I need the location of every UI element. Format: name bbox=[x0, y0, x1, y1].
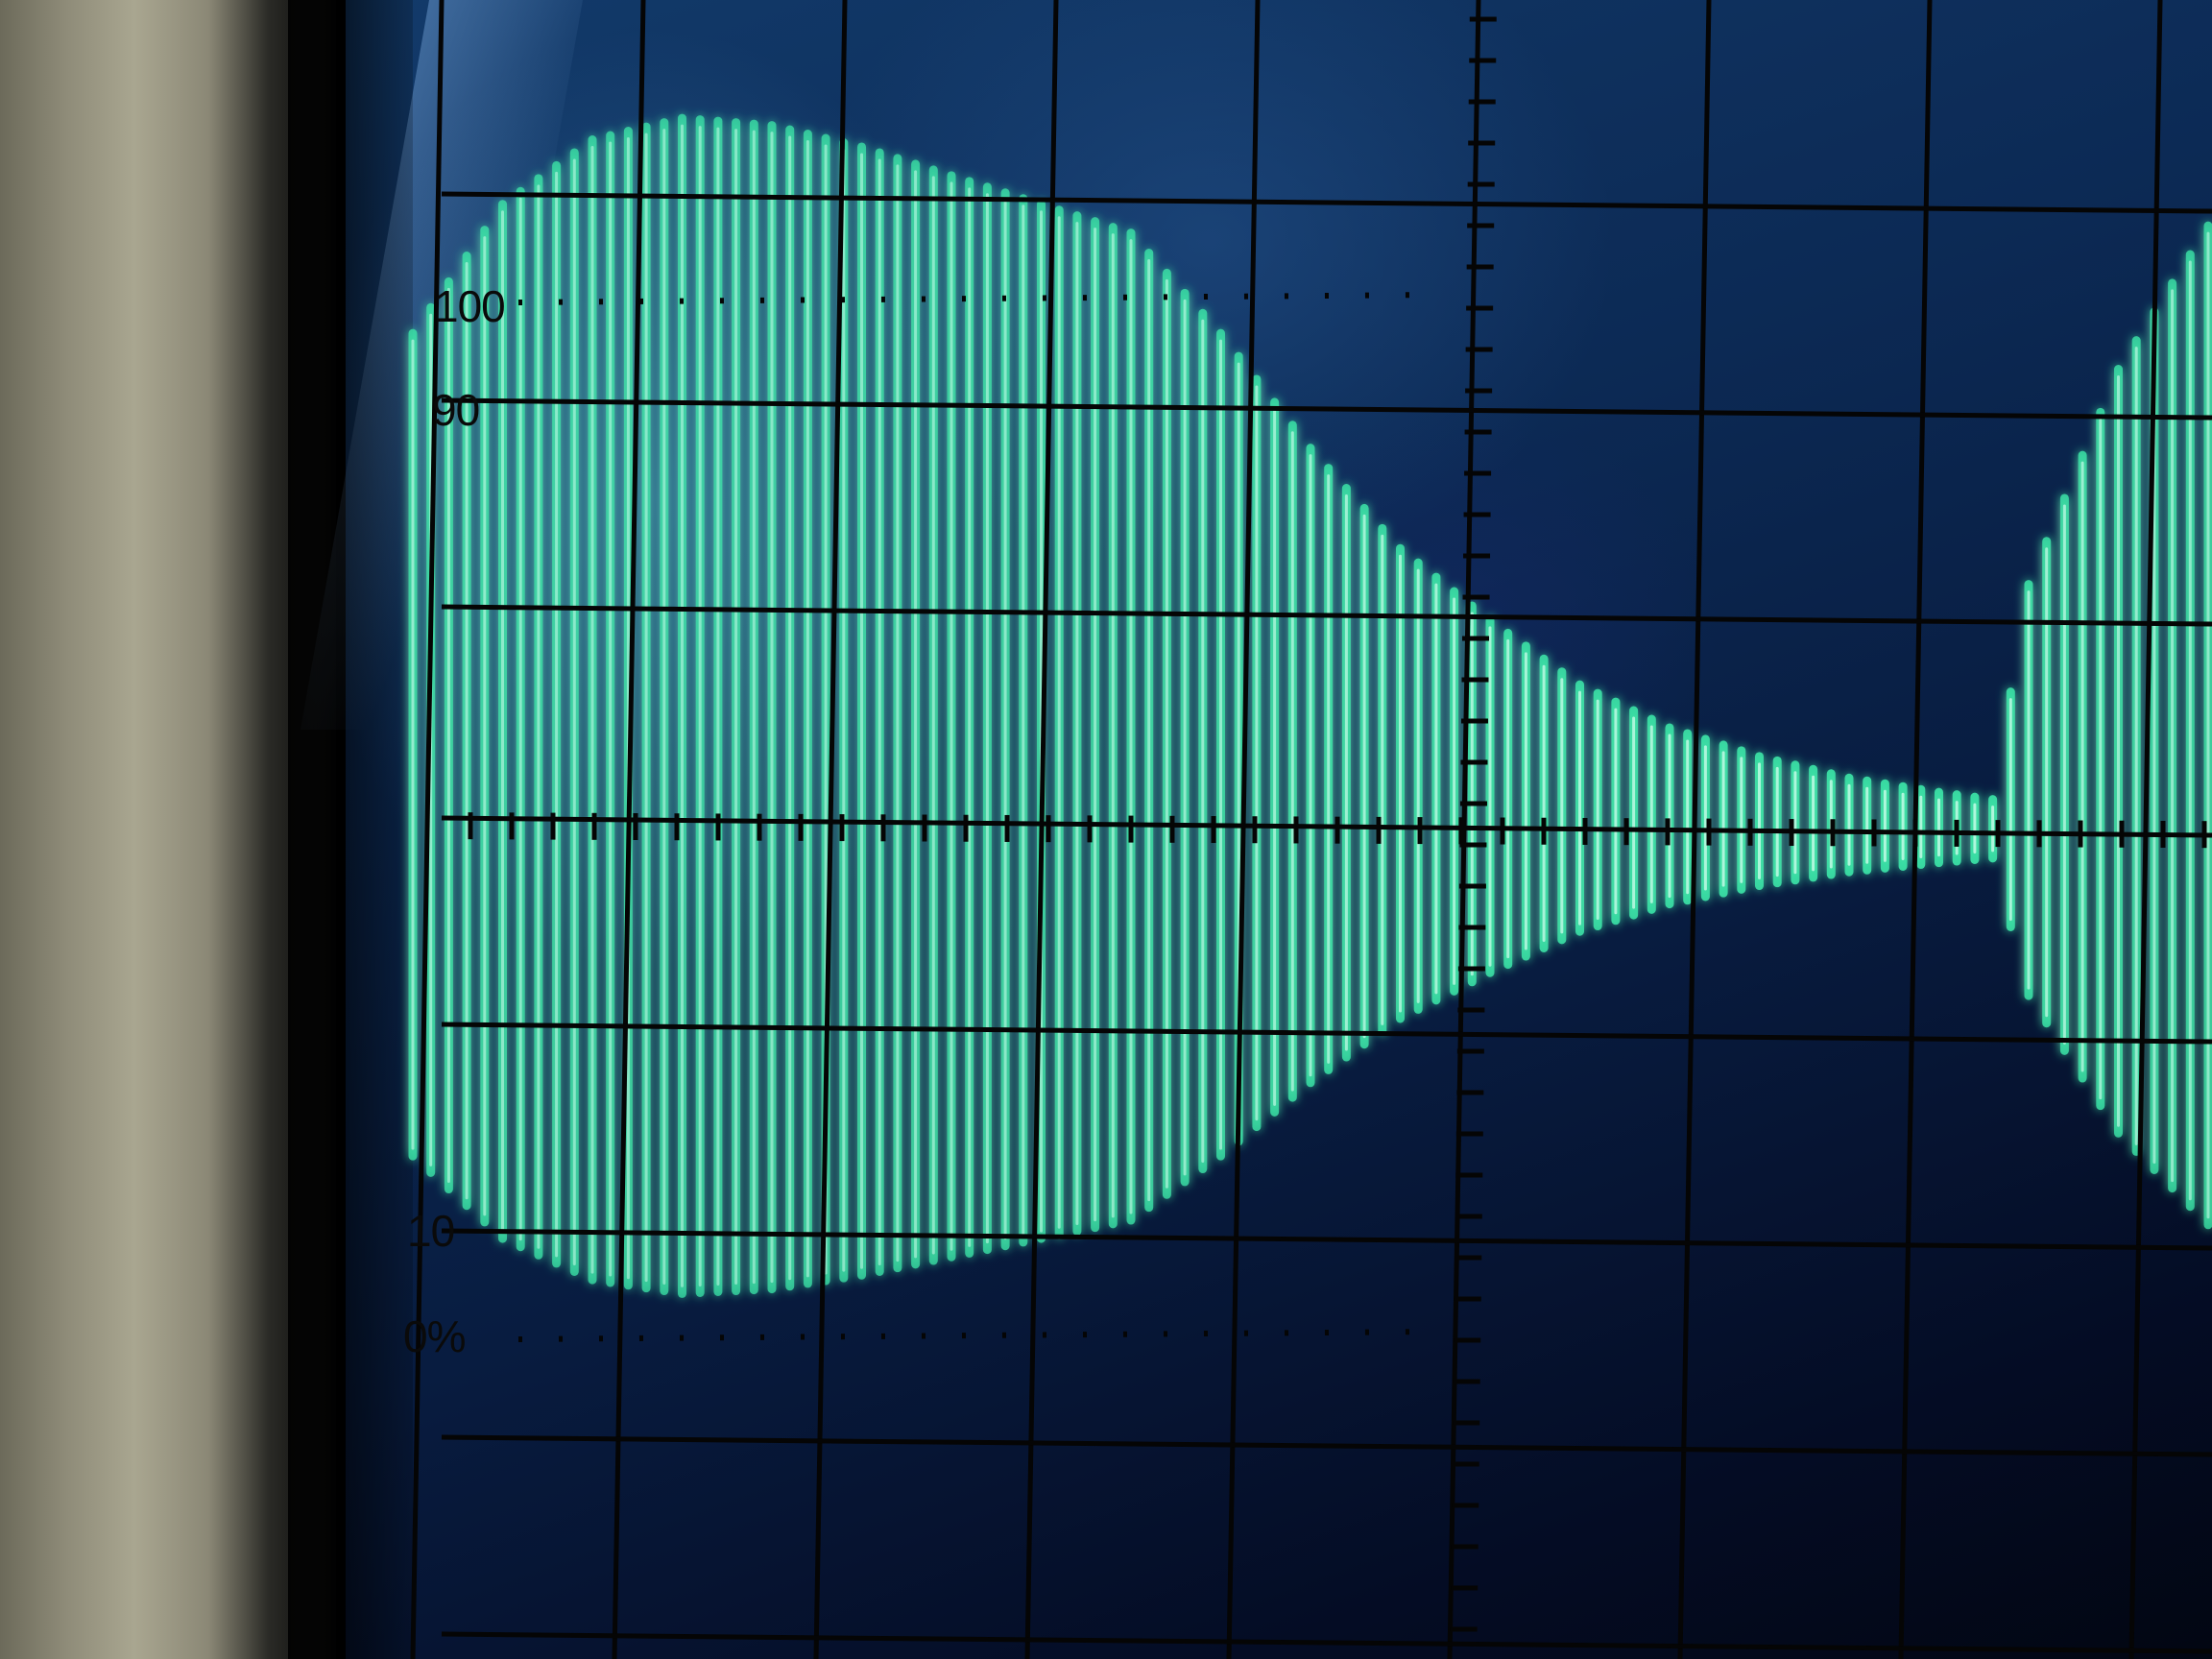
ref-line-100 bbox=[517, 292, 1441, 305]
grid-horizontal-line bbox=[441, 1022, 2212, 1045]
label-90-percent: 90 bbox=[432, 385, 480, 435]
grid-horizontal-line bbox=[441, 604, 2212, 627]
crt-bezel bbox=[0, 0, 336, 1659]
grid-vertical-line bbox=[813, 0, 848, 1659]
label-100-percent: 100 bbox=[434, 281, 506, 331]
grid-horizontal-line bbox=[441, 191, 2212, 214]
ref-line-0 bbox=[517, 1329, 1441, 1342]
grid-horizontal-line bbox=[441, 1434, 2212, 1457]
grid-vertical-line bbox=[612, 0, 646, 1659]
waveform-trace bbox=[408, 113, 2212, 1298]
bezel-shadow bbox=[288, 0, 413, 1659]
grid-horizontal-line bbox=[441, 1631, 2212, 1654]
grid-vertical-line bbox=[410, 0, 445, 1659]
grid-horizontal-line bbox=[441, 1228, 2212, 1251]
label-10-percent: 10 bbox=[407, 1206, 455, 1256]
grid-vertical-line bbox=[1226, 0, 1261, 1659]
grid-vertical-line bbox=[1024, 0, 1059, 1659]
grid-vertical-line bbox=[2128, 0, 2163, 1659]
label-0-percent: 0% bbox=[403, 1311, 466, 1361]
graticule-grid bbox=[410, 0, 2212, 1659]
grid-horizontal-line bbox=[441, 397, 2212, 421]
